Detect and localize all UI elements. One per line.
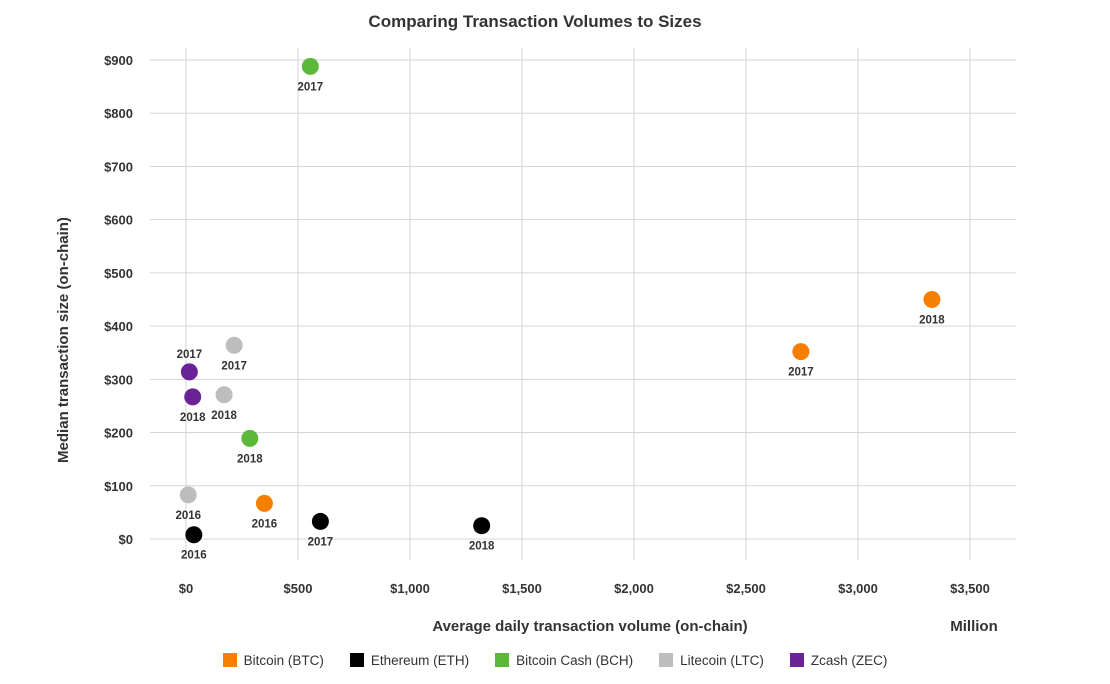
- point-label: 2016: [181, 550, 207, 562]
- x-tick-label: $2,000: [614, 581, 654, 596]
- legend-item: Bitcoin (BTC): [222, 652, 324, 668]
- legend-swatch: [349, 653, 364, 667]
- point-label: 2017: [308, 536, 334, 548]
- point-label: 2017: [221, 360, 247, 372]
- legend-swatch: [222, 653, 237, 667]
- point-bitcoin-cash-bch: [301, 57, 319, 75]
- legend-label: Litecoin (LTC): [680, 652, 764, 668]
- legend-label: Bitcoin Cash (BCH): [516, 652, 634, 668]
- grid: [150, 48, 1016, 560]
- point-litecoin-ltc: [225, 336, 243, 354]
- legend-swatch: [659, 653, 674, 667]
- legend-label: Zcash (ZEC): [810, 652, 888, 668]
- x-tick-label: $500: [284, 581, 313, 596]
- y-tick-label: $800: [104, 106, 133, 121]
- y-tick-label: $100: [104, 479, 133, 494]
- legend-swatch: [789, 653, 804, 667]
- point-label: 2016: [175, 510, 201, 522]
- y-tick-label: $300: [104, 372, 133, 387]
- point-litecoin-ltc: [215, 386, 233, 404]
- x-axis-unit-note: Million: [950, 618, 998, 635]
- x-tick-label: $0: [179, 581, 193, 596]
- x-tick-label: $2,500: [726, 581, 766, 596]
- point-ethereum-eth: [185, 526, 203, 544]
- y-tick-label: $0: [119, 532, 133, 547]
- chart-title: Comparing Transaction Volumes to Sizes: [368, 12, 701, 31]
- point-zcash-zec: [184, 388, 202, 406]
- point-label: 2018: [237, 453, 263, 465]
- point-litecoin-ltc: [179, 486, 197, 504]
- legend-item: Litecoin (LTC): [659, 653, 764, 668]
- y-tick-label: $500: [104, 266, 133, 281]
- legend: Bitcoin (BTC) Ethereum (ETH) Bitcoin Cash …: [0, 648, 1110, 672]
- point-label: 2018: [919, 315, 945, 327]
- point-bitcoin-btc: [255, 494, 273, 512]
- point-bitcoin-btc: [792, 343, 810, 361]
- legend-item: Ethereum (ETH): [349, 652, 470, 668]
- y-tick-label: $200: [104, 426, 133, 441]
- x-tick-label: $3,500: [950, 581, 990, 596]
- point-ethereum-eth: [311, 512, 329, 530]
- point-ethereum-eth: [473, 517, 491, 535]
- point-bitcoin-btc: [923, 291, 941, 308]
- point-label: 2017: [298, 81, 324, 93]
- point-label: 2018: [469, 541, 495, 553]
- axis-ticks: $0 $100 $200 $300 $400 $500 $600 $700 $800 $900 $0…: [104, 53, 990, 596]
- legend-label: Bitcoin (BTC): [243, 652, 324, 668]
- point-zcash-zec: [180, 363, 198, 381]
- legend-item: Zcash (ZEC): [789, 652, 888, 668]
- data-points: [179, 57, 941, 544]
- point-label: 2017: [177, 349, 203, 361]
- point-bitcoin-cash-bch: [241, 429, 259, 447]
- point-label: 2017: [788, 367, 814, 379]
- legend-item: Bitcoin Cash (BCH): [495, 653, 633, 668]
- point-label: 2018: [180, 412, 206, 424]
- x-axis-label: Average daily transaction volume (on-cha…: [432, 618, 747, 635]
- legend-swatch: [495, 653, 510, 667]
- x-tick-label: $1,000: [390, 581, 430, 596]
- point-label: 2018: [211, 410, 237, 422]
- y-tick-label: $400: [104, 319, 133, 334]
- data-labels: 2016 2017 2018 2016 2017 2018 2017 2018 2016 2017…: [175, 81, 945, 561]
- y-tick-label: $600: [104, 213, 133, 228]
- x-tick-label: $1,500: [502, 581, 542, 596]
- point-label: 2016: [252, 518, 278, 530]
- y-axis-label: Median transaction size (on-chain): [55, 217, 72, 463]
- x-tick-label: $3,000: [838, 581, 878, 596]
- y-tick-label: $900: [104, 53, 133, 68]
- y-tick-label: $700: [104, 159, 133, 174]
- legend-label: Ethereum (ETH): [370, 652, 470, 668]
